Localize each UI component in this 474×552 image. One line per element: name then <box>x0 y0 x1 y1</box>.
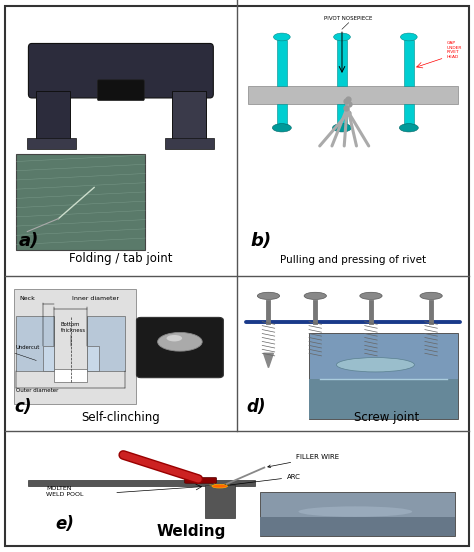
Ellipse shape <box>360 292 382 299</box>
Text: MOLTEN
WELD POOL: MOLTEN WELD POOL <box>46 486 83 497</box>
Text: a): a) <box>18 232 39 250</box>
Bar <box>14 289 137 404</box>
Text: Pulling and pressing of rivet: Pulling and pressing of rivet <box>280 255 426 266</box>
Text: ARC: ARC <box>223 474 301 487</box>
Polygon shape <box>43 346 54 370</box>
FancyBboxPatch shape <box>137 317 223 378</box>
Circle shape <box>212 485 228 488</box>
Ellipse shape <box>304 292 327 299</box>
Bar <box>16 153 146 250</box>
Bar <box>337 104 347 128</box>
Ellipse shape <box>299 506 412 517</box>
Text: Neck: Neck <box>19 296 35 301</box>
Ellipse shape <box>158 332 202 351</box>
Polygon shape <box>366 353 376 368</box>
Polygon shape <box>88 346 99 370</box>
Text: Bottom
thickness: Bottom thickness <box>61 322 86 333</box>
Bar <box>54 369 87 382</box>
Bar <box>260 517 456 535</box>
Bar <box>248 86 458 104</box>
Ellipse shape <box>337 358 414 372</box>
Text: FILLER WIRE: FILLER WIRE <box>268 454 339 468</box>
Ellipse shape <box>257 292 280 299</box>
Bar <box>36 92 70 141</box>
Ellipse shape <box>334 33 350 41</box>
Ellipse shape <box>166 335 182 342</box>
Text: d): d) <box>246 399 266 416</box>
Bar <box>172 92 206 141</box>
Ellipse shape <box>400 124 418 132</box>
Bar <box>277 40 287 86</box>
Text: b): b) <box>251 232 272 250</box>
Bar <box>404 104 414 128</box>
Text: GAP
UNDER
RIVET
HEAD: GAP UNDER RIVET HEAD <box>447 41 462 59</box>
Text: Undercut: Undercut <box>15 345 39 350</box>
Polygon shape <box>264 353 273 368</box>
Polygon shape <box>426 353 436 368</box>
Bar <box>27 480 255 486</box>
Bar <box>88 316 125 370</box>
Text: Screw joint: Screw joint <box>354 411 419 423</box>
Ellipse shape <box>333 124 351 132</box>
Polygon shape <box>310 353 320 368</box>
Ellipse shape <box>401 33 417 41</box>
Text: e): e) <box>55 514 74 533</box>
Text: PIVOT NOSEPIECE: PIVOT NOSEPIECE <box>325 17 373 22</box>
Ellipse shape <box>273 33 290 41</box>
Text: Outer diameter: Outer diameter <box>16 388 58 393</box>
Bar <box>404 40 414 86</box>
Bar <box>16 316 54 370</box>
Ellipse shape <box>420 292 442 299</box>
Bar <box>337 40 347 86</box>
Text: Inner diameter: Inner diameter <box>72 296 119 301</box>
Text: Folding / tab joint: Folding / tab joint <box>69 252 173 266</box>
Text: Self-clinching: Self-clinching <box>82 411 160 423</box>
Text: Welding: Welding <box>157 524 226 539</box>
Ellipse shape <box>273 124 292 132</box>
Bar <box>27 138 76 148</box>
Bar <box>205 485 235 518</box>
Bar <box>165 138 214 148</box>
FancyBboxPatch shape <box>185 477 217 484</box>
FancyBboxPatch shape <box>98 80 144 100</box>
Bar <box>309 333 458 420</box>
Bar <box>277 104 287 128</box>
FancyBboxPatch shape <box>28 44 213 98</box>
Text: c): c) <box>14 399 31 416</box>
Bar <box>260 492 456 535</box>
Bar <box>309 379 458 420</box>
